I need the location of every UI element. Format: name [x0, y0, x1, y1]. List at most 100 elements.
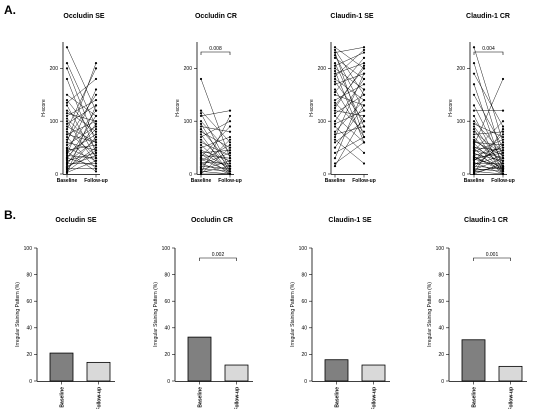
follow-up-point [501, 170, 505, 173]
baseline-point [65, 141, 69, 144]
follow-up-point [501, 166, 505, 169]
baseline-point [333, 135, 337, 139]
baseline-point [333, 164, 337, 168]
baseline-point [199, 149, 203, 152]
baseline-point [199, 154, 203, 157]
baseline-point [199, 112, 203, 115]
paired-line [473, 156, 504, 172]
paired-line [334, 110, 365, 125]
baseline-point [333, 83, 337, 86]
chart-title: Occludin SE [55, 217, 97, 224]
follow-up-point [501, 146, 505, 149]
follow-up-point [362, 83, 366, 86]
paired-line [200, 155, 231, 159]
chart-title: Claudin-1 CR [466, 13, 510, 20]
baseline-point [333, 69, 337, 73]
baseline-point [333, 88, 337, 91]
follow-up-point [94, 133, 98, 136]
baseline-point [472, 149, 476, 152]
y-tick-label: 100 [24, 246, 33, 252]
follow-up-point [362, 141, 366, 144]
bar-follow-up [361, 364, 386, 382]
paired-line [200, 160, 231, 170]
paired-line [473, 168, 504, 172]
paired-line [200, 113, 231, 169]
paired-line [334, 139, 365, 164]
follow-up-point [228, 162, 232, 165]
paired-line [66, 78, 97, 103]
follow-up-point [228, 114, 232, 118]
baseline-point [199, 133, 203, 136]
x-category-label: Baseline [191, 178, 212, 184]
follow-up-point [94, 122, 98, 125]
baseline-point [333, 91, 337, 94]
baseline-point [65, 93, 69, 96]
follow-up-point [94, 67, 98, 70]
baseline-point [472, 152, 476, 156]
follow-up-point [501, 157, 505, 160]
follow-up-point [94, 135, 98, 139]
paired-line [334, 126, 365, 154]
baseline-point [333, 130, 337, 133]
paired-line [334, 52, 365, 138]
follow-up-point [362, 62, 366, 65]
baseline-point [333, 146, 337, 149]
baseline-point [333, 64, 337, 67]
y-tick-label: 80 [164, 272, 170, 278]
baseline-point [333, 138, 337, 141]
follow-up-point [94, 146, 98, 149]
paired-line [200, 165, 231, 169]
x-category-label: Baseline [464, 178, 485, 184]
baseline-point [199, 138, 203, 141]
follow-up-point [228, 120, 232, 123]
paired-line [473, 47, 504, 143]
follow-up-point [501, 172, 505, 176]
y-axis-label: H-score [175, 99, 181, 117]
paired-line [200, 121, 231, 138]
paired-line [66, 94, 97, 117]
baseline-point [333, 120, 337, 123]
paired-line [473, 147, 504, 156]
follow-up-point [94, 141, 98, 144]
baseline-point [472, 104, 476, 107]
significance-bracket [199, 257, 237, 261]
baseline-point [333, 48, 337, 52]
paired-line [473, 139, 504, 161]
baseline-point [65, 135, 69, 139]
follow-up-point [501, 120, 505, 123]
y-tick-label: 0 [304, 379, 307, 385]
paired-line [66, 78, 97, 153]
bar-follow-up [224, 364, 249, 382]
follow-up-point [94, 162, 98, 165]
y-tick-label: 40 [164, 326, 170, 332]
paired-line [66, 123, 97, 165]
baseline-point [199, 158, 203, 161]
baseline-point [333, 109, 337, 112]
follow-up-point [362, 72, 366, 75]
baseline-point [472, 83, 476, 86]
baseline-point [333, 62, 337, 65]
y-axis-label: H-score [448, 99, 454, 117]
paired-line [334, 70, 365, 143]
baseline-point [472, 169, 476, 172]
chart-a-occludin-cr: Occludin CR 0 100 200 H-score Baseline Follow-… [175, 13, 242, 184]
follow-up-point [228, 159, 232, 162]
baseline-point [65, 112, 69, 115]
baseline-point [333, 67, 337, 70]
follow-up-point [362, 51, 366, 54]
baseline-point [472, 155, 476, 158]
baseline-point [199, 135, 203, 139]
follow-up-point [228, 143, 232, 147]
baseline-point [472, 62, 476, 65]
follow-up-point [94, 125, 98, 128]
follow-up-point [228, 138, 232, 141]
chart-b-claudin-1-se: Claudin-1 SE 0 20 40 60 80 100 Irregular Staini… [290, 217, 390, 409]
paired-line [473, 141, 504, 156]
paired-line [334, 47, 365, 53]
paired-line [334, 105, 365, 148]
y-tick-label: 40 [438, 326, 444, 332]
paired-line [200, 151, 231, 169]
paired-line [334, 84, 365, 101]
baseline-point [199, 143, 203, 147]
